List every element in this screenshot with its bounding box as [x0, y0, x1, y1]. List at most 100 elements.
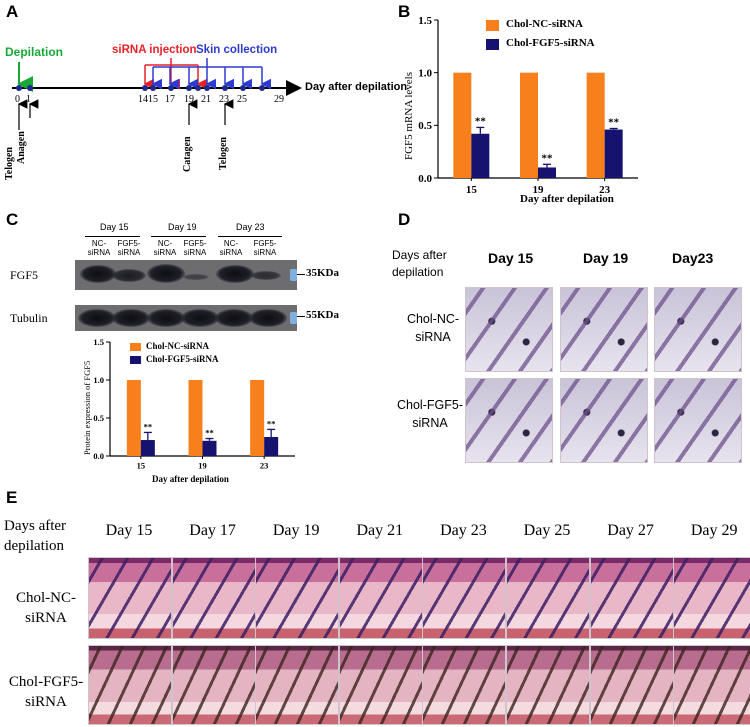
legend-label-nc: Chol-NC-siRNA — [506, 18, 583, 30]
bar — [126, 380, 141, 456]
chart-c-ylabel: Protein expression of FGF5 — [82, 360, 92, 455]
tick-label: 17 — [165, 94, 175, 105]
panel-e-row-label: Chol-NC- siRNA — [16, 590, 76, 626]
depilation-label: Depilation — [5, 45, 64, 59]
bar — [202, 440, 217, 456]
he-image — [338, 557, 423, 639]
he-image — [506, 557, 590, 639]
legend-swatch-fgf5 — [486, 39, 499, 50]
lane-label: NC- siRNA — [153, 239, 177, 257]
he-image — [88, 557, 172, 639]
he-image — [88, 645, 172, 725]
y-tick-label: 1.5 — [418, 15, 432, 27]
significance-mark: ** — [144, 421, 153, 431]
bar — [188, 380, 203, 456]
mrna-chart-svg: 0.0 0.5 1.0 1.5 15 ** 19 ** 23 ** — [418, 15, 638, 196]
tick-label: 23 — [219, 94, 229, 105]
legend-swatch-nc — [486, 20, 499, 31]
blot-day-label: Day 15 — [100, 222, 129, 232]
tick-label: 29 — [274, 94, 284, 105]
panel-d-col-label: Day23 — [672, 250, 714, 266]
x-tick-label: 19 — [533, 184, 545, 196]
marker-35kda: 35KDa — [306, 267, 339, 279]
y-tick-label: 0.0 — [418, 173, 432, 185]
tick-label: 25 — [237, 94, 247, 105]
panel-label-e: E — [6, 488, 18, 507]
marker-55kda: 55KDa — [306, 309, 339, 321]
bar — [250, 380, 265, 456]
bar — [264, 437, 279, 456]
collection-label: Skin collection — [196, 44, 278, 56]
tick-label: 15 — [148, 94, 158, 105]
chart-c-xlabel: Day after depilation — [152, 474, 229, 484]
he-image — [255, 557, 340, 639]
x-tick-label: 15 — [137, 461, 146, 471]
x-tick-label: 15 — [466, 184, 478, 196]
y-tick-label: 1.0 — [93, 375, 104, 385]
tubulin-blot-strip — [75, 305, 297, 331]
panel-e-col-label: Day 19 — [272, 522, 320, 539]
x-tick-label: 23 — [260, 461, 269, 471]
lane-label: NC- siRNA — [219, 239, 243, 257]
ihc-image — [465, 378, 553, 463]
x-tick-label: 23 — [599, 184, 611, 196]
y-tick-label: 1.5 — [93, 337, 104, 347]
bar — [538, 167, 556, 178]
he-image — [673, 645, 750, 725]
ihc-image — [654, 287, 742, 372]
he-image — [255, 645, 340, 725]
lane-label: FGF5- siRNA — [117, 239, 141, 257]
y-tick-label: 1.0 — [418, 68, 432, 80]
lane-label: NC- siRNA — [87, 239, 111, 257]
chart-b-xlabel: Day after depilation — [520, 193, 614, 205]
blot-row-label-tubulin: Tubulin — [10, 311, 48, 325]
panel-e-col-label: Day 25 — [523, 522, 571, 539]
ihc-image — [560, 287, 648, 372]
stage-anagen: Anagen — [16, 131, 27, 164]
significance-mark: ** — [205, 428, 214, 438]
fgf5-blot-strip — [75, 260, 297, 290]
he-image — [338, 645, 423, 725]
he-image — [589, 557, 674, 639]
panel-label-d: D — [398, 210, 411, 229]
chart-b-ylabel: FGF5 mRNA levels — [403, 71, 415, 160]
he-image — [171, 557, 256, 639]
bar — [453, 72, 472, 178]
panel-e-header: Days after depilation — [4, 518, 67, 554]
significance-mark: ** — [542, 152, 554, 164]
panel-d-header: Days after depilation — [392, 248, 447, 279]
stage-catagen: Catagen — [182, 136, 193, 172]
significance-mark: ** — [475, 115, 487, 127]
legend-swatch-nc — [130, 343, 141, 351]
x-tick-label: 19 — [198, 461, 207, 471]
y-tick-label: 0.0 — [93, 451, 104, 461]
ihc-image — [654, 378, 742, 463]
he-image — [171, 645, 256, 725]
panel-e-col-label: Day 17 — [189, 522, 236, 539]
he-image — [422, 645, 507, 725]
panel-label-a: A — [6, 2, 19, 21]
legend-label-fgf5: Chol-FGF5-siRNA — [146, 354, 219, 364]
tick-label: 21 — [201, 94, 211, 105]
legend-label-nc: Chol-NC-siRNA — [146, 341, 209, 351]
stage-telogen-start: Telogen — [4, 147, 15, 180]
panel-d-row-label: Chol-FGF5- siRNA — [397, 398, 463, 430]
injection-label: siRNA injection — [112, 44, 197, 56]
panel-e-row-label: Chol-FGF5- siRNA — [8, 674, 84, 710]
y-tick-label: 0.5 — [93, 413, 104, 423]
protein-chart-svg: 0.0 0.5 1.0 1.5 15 ** 19 ** 23 ** — [93, 337, 295, 471]
panel-e-col-label: Day 23 — [440, 522, 487, 539]
significance-mark: ** — [608, 116, 620, 128]
tick-label: 14 — [138, 94, 148, 105]
panel-e-col-label: Day 15 — [105, 522, 153, 539]
he-image — [589, 645, 674, 725]
significance-mark: ** — [267, 418, 276, 428]
ihc-image — [560, 378, 648, 463]
timeline-axis-label: Day after depilation — [305, 81, 408, 93]
blot-day-label: Day 23 — [236, 222, 265, 232]
blot-row-label-fgf5: FGF5 — [10, 268, 39, 282]
panel-label-b: B — [398, 2, 411, 21]
timeline-svg — [12, 58, 302, 130]
legend-swatch-fgf5 — [130, 356, 141, 364]
y-tick-label: 0.5 — [418, 120, 432, 132]
